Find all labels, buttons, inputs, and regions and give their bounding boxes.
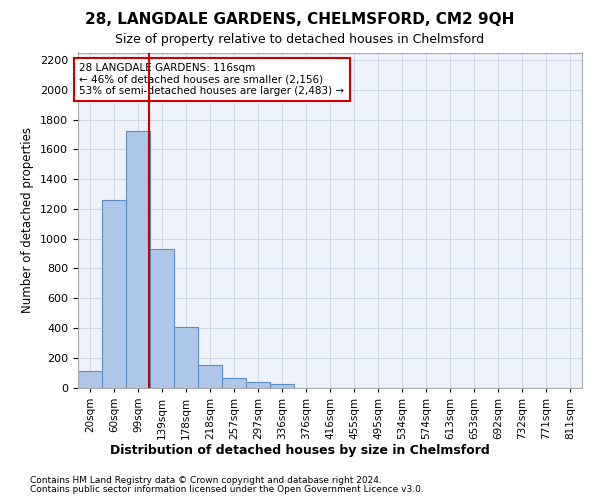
- Text: Contains HM Land Registry data © Crown copyright and database right 2024.: Contains HM Land Registry data © Crown c…: [30, 476, 382, 485]
- Bar: [78, 371, 102, 388]
- Bar: [198, 365, 222, 388]
- Y-axis label: Number of detached properties: Number of detached properties: [22, 127, 34, 313]
- Bar: [174, 327, 198, 388]
- Text: Size of property relative to detached houses in Chelmsford: Size of property relative to detached ho…: [115, 32, 485, 46]
- Text: Contains public sector information licensed under the Open Government Licence v3: Contains public sector information licen…: [30, 485, 424, 494]
- Text: 28, LANGDALE GARDENS, CHELMSFORD, CM2 9QH: 28, LANGDALE GARDENS, CHELMSFORD, CM2 9Q…: [85, 12, 515, 28]
- Bar: [246, 382, 270, 388]
- Bar: [126, 132, 150, 388]
- Bar: [150, 249, 174, 388]
- Text: Distribution of detached houses by size in Chelmsford: Distribution of detached houses by size …: [110, 444, 490, 457]
- Bar: [222, 378, 246, 388]
- Text: 28 LANGDALE GARDENS: 116sqm
← 46% of detached houses are smaller (2,156)
53% of : 28 LANGDALE GARDENS: 116sqm ← 46% of det…: [79, 63, 344, 96]
- Bar: [102, 200, 126, 388]
- Bar: [270, 384, 294, 388]
